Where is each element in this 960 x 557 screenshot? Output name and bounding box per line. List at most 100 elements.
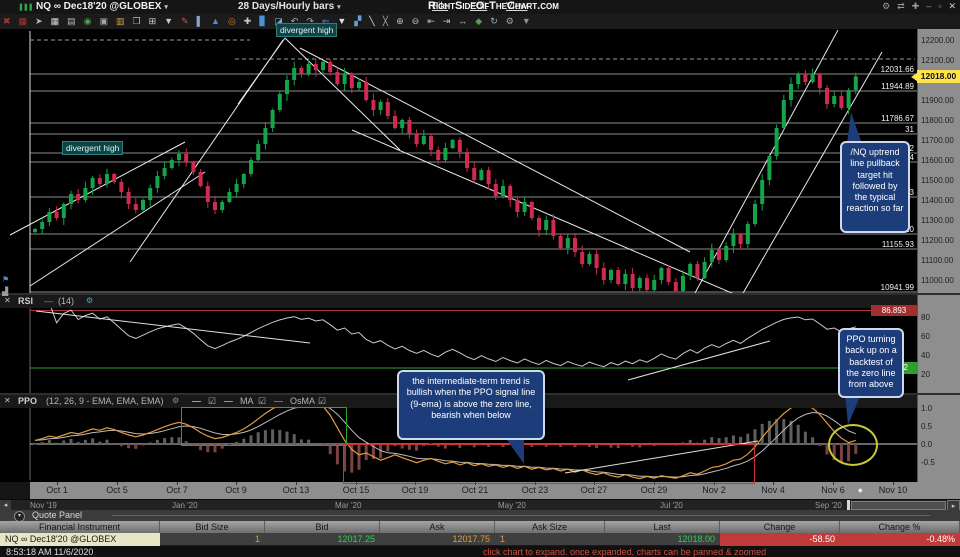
pane-divider[interactable] xyxy=(0,293,960,295)
quote-header-financial-instrument[interactable]: Financial Instrument xyxy=(0,521,160,533)
date-axis-label: Oct 29 xyxy=(640,485,668,495)
ppo-settings-icon[interactable]: ⚙ xyxy=(172,396,180,405)
fit-width-icon[interactable]: ↔ xyxy=(458,16,468,26)
ray-icon[interactable]: ╳ xyxy=(382,16,389,26)
back-arrow-icon[interactable]: ⇐ xyxy=(321,16,330,26)
session-marker-icon: ◆ xyxy=(858,488,863,494)
zoom-in-icon[interactable]: ⊕ xyxy=(396,16,404,26)
range-grip[interactable] xyxy=(847,500,850,511)
trend-definition-callout[interactable]: the intermediate-term trend is bullish w… xyxy=(397,370,545,440)
quote-header-last[interactable]: Last xyxy=(605,521,720,533)
undo-icon[interactable]: ↶ xyxy=(290,16,299,26)
column-chart-icon[interactable]: ▊ xyxy=(259,16,267,26)
indicator-icon[interactable]: ▲ xyxy=(211,16,220,26)
minimize-icon[interactable]: – xyxy=(926,1,932,11)
quote-cell-ask_size[interactable]: 1 xyxy=(500,534,506,544)
globe-icon[interactable]: ◉ xyxy=(83,16,92,26)
volume-bars-icon[interactable]: ▌ xyxy=(196,16,204,26)
rsi-chart-canvas[interactable] xyxy=(0,295,960,395)
settings-wrench-icon[interactable]: ⚙ xyxy=(505,16,514,26)
ma-checkbox[interactable]: ☑ xyxy=(258,396,267,406)
quote-header-change[interactable]: Change xyxy=(720,521,840,533)
rsi-axis-tick: 80 xyxy=(921,313,930,322)
settings-icon[interactable]: ⚙ xyxy=(882,1,891,11)
svg-text:10941.99: 10941.99 xyxy=(881,283,915,292)
pointer-icon[interactable]: ➤ xyxy=(35,16,43,26)
camera-icon[interactable]: ▣ xyxy=(99,16,109,26)
quote-cell-change_pct[interactable]: -0.48% xyxy=(840,533,960,546)
zoom-out-icon[interactable]: ⊖ xyxy=(411,16,420,26)
current-price-arrow xyxy=(911,73,917,81)
ppo-checkbox[interactable]: ☑ xyxy=(208,396,217,406)
symbol-button[interactable]: NQ ∞ Dec18'20 @GLOBEX ▾ xyxy=(36,1,168,12)
dropdown-icon[interactable]: ▼ xyxy=(164,16,174,26)
price-chart-canvas[interactable]: 12031.6611944.8911786.673182349311228.10… xyxy=(0,29,960,295)
link-icon[interactable]: ⇄ xyxy=(897,1,905,11)
price-axis[interactable] xyxy=(917,29,960,482)
quote-cell-change[interactable]: -58.50 xyxy=(720,533,840,546)
target-icon[interactable]: ◎ xyxy=(227,16,236,26)
flag-icon[interactable]: ⚑ xyxy=(2,275,10,284)
rsi-settings-icon[interactable]: ⚙ xyxy=(86,296,94,305)
chart-type-icon[interactable]: ▞ xyxy=(354,16,362,26)
restore-icon[interactable]: ▫ xyxy=(938,1,942,11)
quote-cell-last[interactable]: 12018.00 xyxy=(677,534,715,544)
grid-icon[interactable]: ▦ xyxy=(50,16,60,26)
osma-checkbox[interactable]: ☑ xyxy=(318,396,327,406)
pin-icon[interactable]: ✚ xyxy=(911,1,920,11)
delete-icon[interactable]: ✖ xyxy=(3,16,11,26)
shapes-icon[interactable]: ◆ xyxy=(475,16,483,26)
grid-red-icon[interactable]: ▦ xyxy=(18,16,28,26)
layout-grid-icon[interactable]: ⊞ xyxy=(148,16,157,26)
drawing-toolbar: ✖ ▦ ➤ ▦ ▤ ◉ ▣ ▥ ❐ ⊞ ▼ ✎ ▌ ▲ ◎ ✚ ▊ ◪ ↶ ↷ ⇐ ▼ ▞ ╲ ╳ ⊕ ⊖ ⇤ ⇥ ↔ ◆ ↻ ⚙ ▼ xyxy=(0,14,960,29)
close-rsi-icon[interactable]: ✕ xyxy=(4,296,11,305)
range-scrollbar[interactable]: Nov '19 Jan '20 Mar '20 May '20 Jul '20 Sep '… xyxy=(0,499,960,513)
quote-cell-bid[interactable]: 12017.25 xyxy=(337,534,375,544)
menu-file[interactable]: File xyxy=(432,1,449,12)
expand-left-icon[interactable]: ⇤ xyxy=(427,16,435,26)
uptrend-callout[interactable]: /NQ uptrend line pullback target hit fol… xyxy=(840,141,910,233)
clock-text: 8:53:18 AM 11/6/2020 xyxy=(6,547,94,557)
refresh-icon[interactable]: ↻ xyxy=(490,16,498,26)
edit-note-icon[interactable]: ✎ xyxy=(181,16,189,26)
ppo-callout[interactable]: PPO turning back up on a backtest of the… xyxy=(838,328,904,398)
menu-edit[interactable]: Edit xyxy=(470,1,488,12)
timeframe-button[interactable]: 28 Days/Hourly bars ▾ xyxy=(238,1,341,12)
window-controls: ⚙ ⇄ ✚ – ▫ ✕ xyxy=(875,1,956,12)
close-ppo-icon[interactable]: ✕ xyxy=(4,396,11,405)
notebook-icon[interactable]: ▥ xyxy=(116,16,125,26)
quote-cell-instrument[interactable]: NQ ∞ Dec18'20 @GLOBEX xyxy=(0,533,160,546)
divergent-high-label-1[interactable]: divergent high xyxy=(62,141,124,155)
date-axis[interactable]: Oct 1 Oct 5 Oct 7 Oct 9 Oct 13 Oct 15 Oct 19 Oc… xyxy=(0,482,960,499)
pages-icon[interactable]: ❐ xyxy=(132,16,141,26)
menu-view[interactable]: View xyxy=(506,1,528,12)
hint-text: click chart to expand. once expanded, ch… xyxy=(483,547,767,557)
quote-header-bid-size[interactable]: Bid Size xyxy=(160,521,265,533)
quote-header-change-[interactable]: Change % xyxy=(840,521,960,533)
area-chart-icon[interactable]: ◪ xyxy=(274,16,283,26)
bullish-zone-box[interactable] xyxy=(181,407,347,446)
crosshair-icon[interactable]: ✚ xyxy=(243,16,252,26)
quote-header-ask[interactable]: Ask xyxy=(380,521,495,533)
quote-table-row[interactable]: NQ ∞ Dec18'20 @GLOBEX 1 12017.25 12017.75 1 1… xyxy=(0,533,960,546)
trendline-icon[interactable]: ╲ xyxy=(369,16,375,26)
quote-header-ask-size[interactable]: Ask Size xyxy=(495,521,605,533)
quote-cell-bid_size[interactable]: 1 xyxy=(254,534,260,544)
mini-chart-icon[interactable]: ▟ xyxy=(2,287,9,296)
quote-header-bid[interactable]: Bid xyxy=(265,521,380,533)
more-dropdown-icon[interactable]: ▼ xyxy=(521,16,531,26)
price-axis-tick: 11300.00 xyxy=(921,216,954,225)
expand-right-icon[interactable]: ⇥ xyxy=(442,16,451,26)
scroll-left-button[interactable]: ◂ xyxy=(0,500,11,511)
bearish-zone-box[interactable] xyxy=(343,444,755,484)
range-thumb[interactable] xyxy=(851,501,946,510)
ppo-zero-backtest-circle[interactable] xyxy=(828,424,878,466)
quote-cell-ask[interactable]: 12017.75 xyxy=(452,534,490,544)
date-axis-label: Oct 1 xyxy=(46,485,68,495)
close-icon[interactable]: ✕ xyxy=(948,1,956,11)
print-icon[interactable]: ▤ xyxy=(67,16,76,26)
divergent-high-label-2[interactable]: divergent high xyxy=(276,23,338,37)
redo-icon[interactable]: ↷ xyxy=(306,16,314,26)
filter-icon[interactable]: ▼ xyxy=(337,16,347,26)
